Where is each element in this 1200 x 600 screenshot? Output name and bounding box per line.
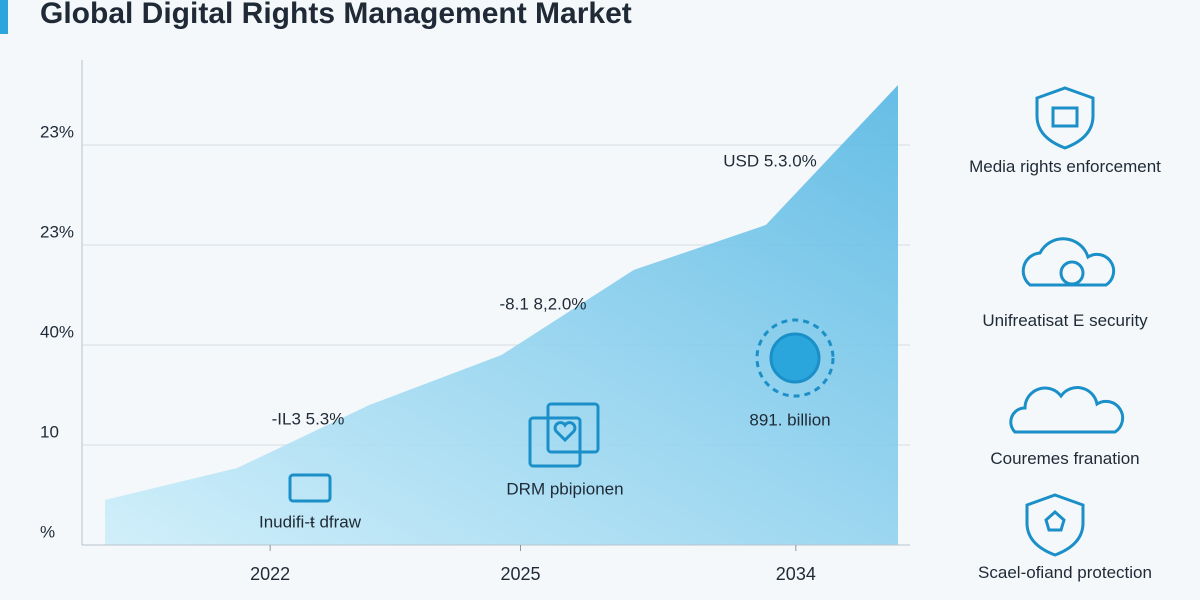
cloud-group-icon xyxy=(1009,386,1125,434)
feature-label: Unifreatisat E security xyxy=(982,311,1148,330)
check-icon xyxy=(1059,260,1085,286)
chart-title: Global Digital Rights Management Market xyxy=(40,0,632,30)
feature-label: Scael-ofiand protection xyxy=(978,563,1152,582)
y-tick-label: 40% xyxy=(40,322,74,341)
y-tick-label: % xyxy=(40,522,55,541)
annotation: DRM pbipionen xyxy=(506,479,623,498)
feature-label: Media rights enforcement xyxy=(969,157,1161,176)
annotation: -IL3 5.3% xyxy=(272,409,345,428)
star-icon xyxy=(1044,509,1066,532)
accent-bar xyxy=(0,0,8,34)
network-core xyxy=(769,332,821,384)
feature-label: Couremes franation xyxy=(990,449,1140,468)
heart-icon xyxy=(553,421,577,443)
y-tick-label: 23% xyxy=(40,222,74,241)
network-icon xyxy=(755,318,835,398)
device-icon xyxy=(288,473,332,503)
cloud-icon xyxy=(1021,237,1116,287)
annotation: USD 5.3.0% xyxy=(723,151,817,170)
annotation: -8.1 8,2.0% xyxy=(500,294,587,313)
frame-icon xyxy=(546,402,600,454)
annotation: 891. billion xyxy=(749,410,830,429)
area xyxy=(105,85,898,545)
y-tick-label: 10 xyxy=(40,422,59,441)
icons xyxy=(288,86,1125,557)
x-tick-label: 2034 xyxy=(776,564,816,584)
frame-icon xyxy=(528,416,582,468)
x-tick-label: 2025 xyxy=(500,564,540,584)
annotation: Inudifi-ŧ dfraw xyxy=(259,512,362,531)
shield-icon xyxy=(1025,493,1085,557)
x-tick-label: 2022 xyxy=(250,564,290,584)
shield-icon xyxy=(1035,86,1095,150)
lock-icon xyxy=(1051,106,1079,128)
y-tick-label: 23% xyxy=(40,122,74,141)
